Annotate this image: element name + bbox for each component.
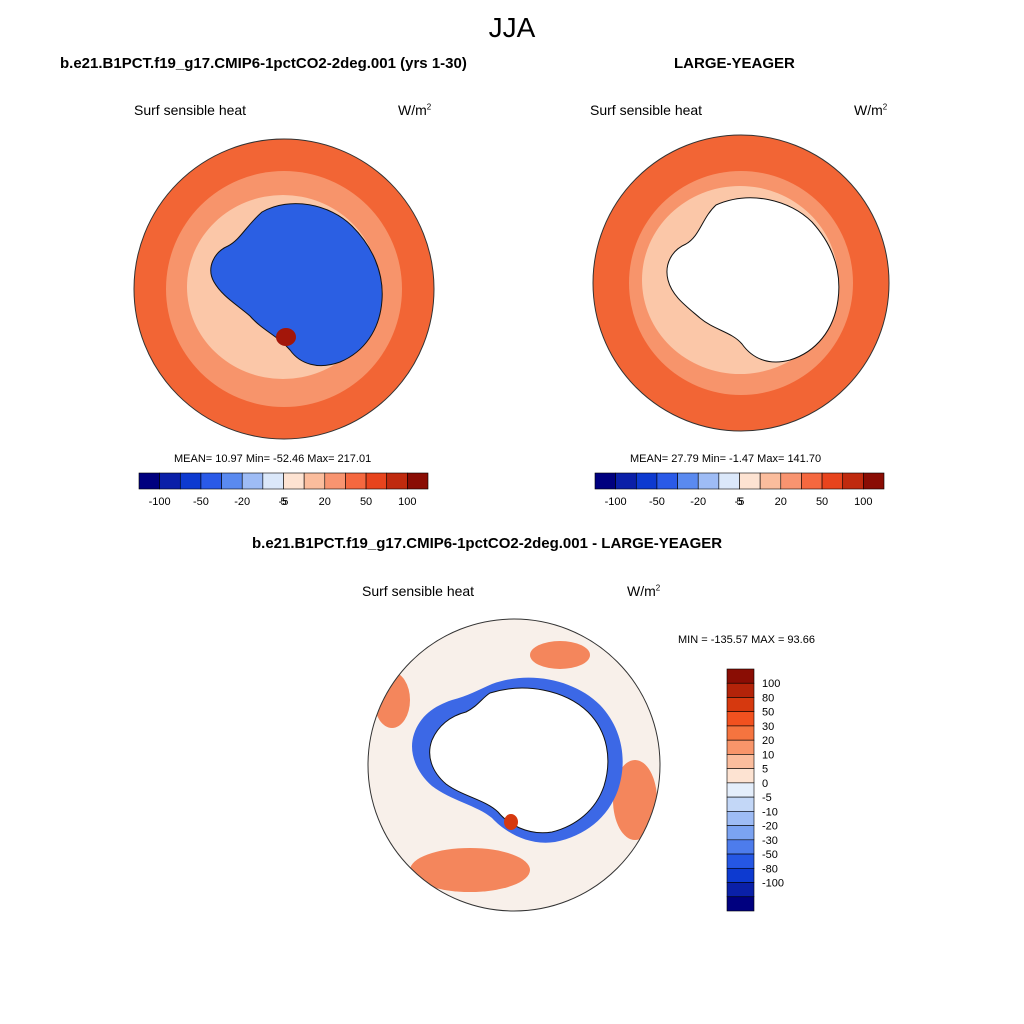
diff-colorbar-label: -10 (762, 806, 778, 818)
diff-colorbar-label: 20 (762, 735, 774, 747)
left-map-antarctica (210, 203, 383, 366)
left-colorbar-label: 5 (280, 496, 286, 508)
diff-colorbar-box (726, 697, 755, 713)
diff-colorbar-label: -30 (762, 835, 778, 847)
right-map-antarctica (666, 197, 840, 363)
diff-stats: MIN = -135.57 MAX = 93.66 (678, 634, 815, 646)
diff-colorbar-box (726, 825, 755, 841)
diff-colorbar-box (726, 853, 755, 869)
left-colorbar-box (407, 472, 429, 490)
left-stats: MEAN= 10.97 Min= -52.46 Max= 217.01 (174, 453, 372, 465)
diff-colorbar-label: -100 (762, 878, 784, 890)
season-title: JJA (488, 12, 536, 43)
right-units-label: W/m2 (854, 102, 887, 118)
left-map-frame (133, 138, 435, 440)
left-colorbar-label: 100 (398, 496, 416, 508)
right-colorbar-label: 50 (816, 496, 828, 508)
right-units-exp: 2 (882, 102, 888, 112)
diff-map-positive-south (410, 848, 530, 892)
diff-colorbar-box (726, 725, 755, 741)
right-units-base: W/m (854, 102, 883, 118)
diff-map-positive-east (613, 760, 657, 840)
diff-colorbar-box (726, 668, 755, 684)
diff-variable-label: Surf sensible heat (362, 583, 475, 599)
right-colorbar-label: -5 (735, 496, 745, 508)
diff-colorbar-box (726, 768, 755, 784)
diff-colorbar-box (726, 711, 755, 727)
right-colorbar-label: 100 (854, 496, 872, 508)
right-colorbar-label: 20 (775, 496, 787, 508)
diff-units-exp: 2 (655, 583, 661, 593)
diff-colorbar-label: -80 (762, 863, 778, 875)
diff-colorbar-label: 50 (762, 707, 774, 719)
right-colorbar-label: -20 (690, 496, 706, 508)
diff-units-label: W/m2 (627, 583, 660, 599)
left-units-base: W/m (398, 102, 427, 118)
left-map-heat-hotspot (276, 328, 296, 346)
diff-colorbar-box (726, 796, 755, 812)
diff-colorbar-box (726, 839, 755, 855)
left-colorbar-label: -50 (193, 496, 209, 508)
right-colorbar-label: -50 (649, 496, 665, 508)
diff-colorbar-label: 80 (762, 692, 774, 704)
diff-map-frame (367, 618, 661, 912)
right-map-frame (592, 134, 890, 432)
diff-colorbar-box (726, 811, 755, 826)
diff-colorbar-box (726, 867, 755, 883)
diff-colorbar-label: 5 (762, 764, 768, 776)
diff-colorbar-label: -20 (762, 821, 778, 833)
diff-colorbar-box (726, 882, 755, 898)
left-variable-label: Surf sensible heat (134, 102, 247, 118)
diff-units-base: W/m (627, 583, 656, 599)
diff-colorbar-label: 10 (762, 749, 774, 761)
left-panel-title: b.e21.B1PCT.f19_g17.CMIP6-1pctCO2-2deg.0… (60, 55, 467, 72)
diff-colorbar-label: 0 (762, 778, 768, 790)
left-colorbar-label: -20 (234, 496, 250, 508)
diff-colorbar-box (726, 739, 755, 755)
left-colorbar-label: 50 (360, 496, 372, 508)
right-colorbar-label: -100 (605, 496, 627, 508)
left-colorbar-label: -5 (279, 496, 289, 508)
right-panel-title: LARGE-YEAGER (674, 55, 795, 72)
diff-colorbar-label: 30 (762, 721, 774, 733)
diff-colorbar-box (726, 754, 755, 769)
diff-colorbar-label: 100 (762, 678, 780, 690)
diff-colorbar-box (726, 682, 755, 698)
right-colorbar-box (863, 472, 885, 490)
diff-map-hotspot (504, 814, 518, 830)
diff-colorbar-label: -50 (762, 849, 778, 861)
left-colorbar-label: 20 (319, 496, 331, 508)
left-units-exp: 2 (426, 102, 432, 112)
diff-map-positive-north (530, 641, 590, 669)
right-variable-label: Surf sensible heat (590, 102, 703, 118)
diff-colorbar-label: -5 (762, 792, 772, 804)
diff-colorbar-box (726, 782, 755, 798)
left-colorbar-label: -100 (149, 496, 171, 508)
right-colorbar-label: 5 (736, 496, 742, 508)
left-units-label: W/m2 (398, 102, 431, 118)
right-stats: MEAN= 27.79 Min= -1.47 Max= 141.70 (630, 453, 822, 465)
diff-panel-title: b.e21.B1PCT.f19_g17.CMIP6-1pctCO2-2deg.0… (252, 535, 723, 552)
diff-colorbar-box (726, 896, 755, 912)
